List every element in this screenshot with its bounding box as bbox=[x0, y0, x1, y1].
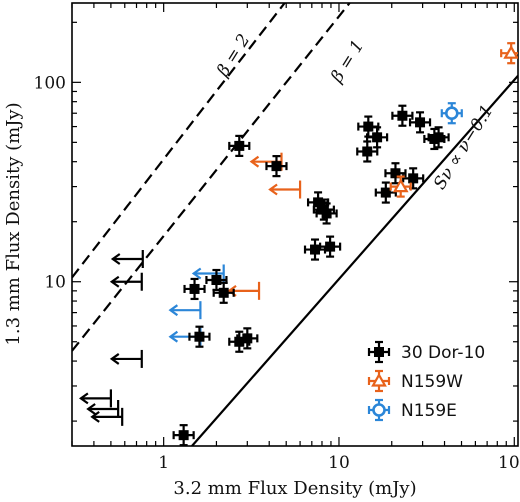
legend-marker bbox=[372, 403, 386, 417]
legend-marker bbox=[371, 372, 387, 387]
x-tick-label: 10 bbox=[328, 453, 350, 473]
data-point bbox=[325, 241, 336, 252]
data-point bbox=[503, 44, 518, 59]
data-point bbox=[390, 168, 401, 179]
upper-limit-arrow bbox=[86, 403, 96, 415]
data-point bbox=[211, 275, 222, 286]
dashed-line bbox=[72, 3, 351, 352]
beta-1-annotation: β = 1 bbox=[327, 37, 369, 87]
solid-line bbox=[191, 74, 518, 446]
data-points bbox=[78, 42, 518, 446]
legend-label: N159W bbox=[401, 372, 463, 392]
upper-limit-arrow bbox=[191, 267, 202, 280]
dashed-line bbox=[72, 3, 286, 279]
upper-limit-arrow bbox=[109, 275, 120, 288]
legend-marker bbox=[374, 347, 384, 357]
x-tick-label: 100 bbox=[498, 453, 520, 473]
axis-ticks bbox=[71, 3, 518, 446]
data-point bbox=[271, 161, 282, 172]
upper-limit-arrow bbox=[168, 330, 179, 343]
tick-labels: 1 10 100 10 100 bbox=[34, 73, 520, 473]
beta-2-annotation: β = 2 bbox=[213, 31, 255, 81]
data-point bbox=[321, 208, 332, 219]
data-point bbox=[372, 132, 383, 143]
upper-limit-arrow bbox=[249, 155, 260, 168]
data-point bbox=[380, 187, 391, 198]
data-point bbox=[313, 197, 324, 208]
data-point bbox=[310, 244, 321, 255]
reference-lines bbox=[72, 3, 518, 446]
upper-limit-arrow bbox=[90, 410, 100, 423]
y-tick-label: 100 bbox=[34, 73, 66, 93]
legend: 30 Dor-10 N159W N159E bbox=[367, 340, 485, 422]
data-point bbox=[194, 331, 205, 342]
data-point bbox=[178, 430, 189, 441]
upper-limit-arrow bbox=[78, 392, 89, 405]
data-point bbox=[242, 333, 253, 344]
data-point bbox=[189, 283, 200, 294]
y-tick-label: 10 bbox=[44, 273, 66, 293]
plot-frame bbox=[71, 2, 519, 447]
upper-limit-arrow bbox=[109, 353, 120, 365]
data-point bbox=[234, 140, 245, 151]
data-point bbox=[218, 287, 229, 298]
data-point bbox=[392, 178, 409, 193]
data-point bbox=[362, 146, 373, 157]
data-point bbox=[415, 117, 426, 128]
upper-limit-arrow bbox=[110, 253, 121, 265]
y-axis-label: 1.3 mm Flux Density (mJy) bbox=[3, 102, 24, 345]
x-tick-label: 1 bbox=[158, 453, 169, 473]
data-point bbox=[444, 106, 459, 121]
data-point bbox=[397, 110, 408, 121]
upper-limit-arrow bbox=[168, 304, 179, 317]
upper-limit-arrow bbox=[268, 183, 278, 196]
data-point bbox=[408, 173, 419, 184]
legend-label: 30 Dor-10 bbox=[401, 343, 485, 363]
data-point bbox=[433, 132, 444, 143]
legend-label: N159E bbox=[401, 401, 457, 421]
data-point bbox=[234, 336, 245, 347]
data-point bbox=[363, 121, 374, 132]
x-axis-label: 3.2 mm Flux Density (mJy) bbox=[173, 478, 416, 499]
